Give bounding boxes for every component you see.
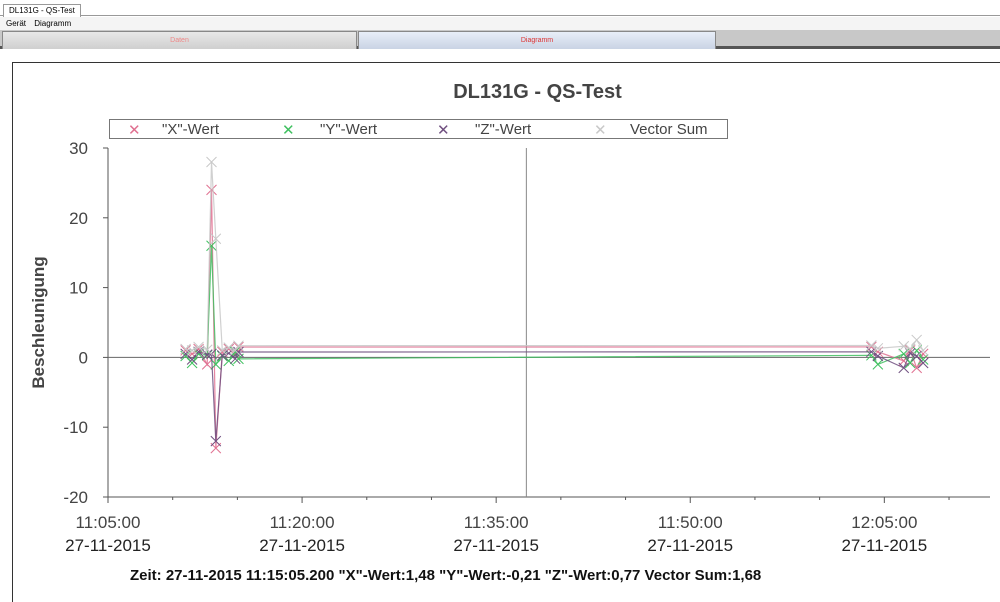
y-tick-label: -20 bbox=[63, 488, 88, 507]
data-point bbox=[193, 341, 204, 353]
data-point bbox=[917, 354, 929, 365]
x-tick-label-time: 11:35:00 bbox=[464, 513, 529, 532]
data-point bbox=[917, 345, 929, 356]
y-tick-label: -10 bbox=[63, 418, 88, 437]
x-tick-label-time: 11:05:00 bbox=[76, 513, 141, 532]
data-point bbox=[229, 345, 241, 356]
data-point bbox=[233, 340, 244, 352]
data-point bbox=[872, 342, 884, 354]
tab-daten[interactable]: Daten bbox=[2, 31, 357, 49]
x-tick-label-date: 27-11-2015 bbox=[65, 536, 151, 555]
x-tick-label-date: 27-11-2015 bbox=[841, 536, 927, 555]
data-point bbox=[186, 345, 198, 356]
data-point bbox=[917, 348, 929, 360]
data-point bbox=[911, 334, 923, 346]
doc-tab[interactable]: DL131G - QS-Test bbox=[3, 4, 81, 17]
data-point bbox=[872, 359, 884, 370]
menu-bar: Gerät Diagramm bbox=[0, 17, 1000, 30]
y-axis-label: Beschleunigung bbox=[29, 256, 48, 388]
data-point bbox=[866, 341, 877, 353]
legend-entry[interactable]: "X"-Wert bbox=[162, 121, 220, 138]
data-point bbox=[201, 349, 213, 360]
tab-diagramm[interactable]: Diagramm bbox=[358, 31, 716, 49]
chart-title: DL131G - QS-Test bbox=[453, 81, 622, 103]
data-point bbox=[223, 342, 235, 353]
data-point bbox=[206, 184, 217, 196]
x-tick-label-date: 27-11-2015 bbox=[647, 536, 733, 555]
data-point bbox=[216, 345, 228, 356]
view-tabs: Daten Diagramm bbox=[0, 30, 1000, 49]
menu-item-diagramm[interactable]: Diagramm bbox=[34, 19, 72, 28]
x-tick-label-time: 11:20:00 bbox=[270, 513, 335, 532]
legend: ✕ "X"-Wert ✕ "Y"-Wert ✕ "Z"-Wert ✕ Vector Sum bbox=[109, 119, 728, 139]
data-point bbox=[911, 362, 923, 374]
data-point bbox=[186, 357, 198, 369]
series-line bbox=[185, 351, 924, 442]
data-point bbox=[904, 343, 916, 355]
legend-entry[interactable]: Vector Sum bbox=[630, 121, 708, 138]
data-point bbox=[223, 347, 235, 359]
y-tick-label: 10 bbox=[69, 279, 88, 298]
data-point bbox=[223, 355, 235, 367]
data-point bbox=[180, 348, 191, 360]
data-point bbox=[210, 233, 222, 245]
menu-item-geraet[interactable]: Gerät bbox=[6, 19, 27, 28]
data-point bbox=[872, 350, 884, 362]
x-tick-label-date: 27-11-2015 bbox=[259, 536, 345, 555]
legend-entry[interactable]: "Z"-Wert bbox=[475, 121, 532, 138]
data-point bbox=[866, 340, 877, 351]
legend-marker: ✕ bbox=[594, 122, 607, 139]
x-tick-label-time: 11:50:00 bbox=[658, 513, 723, 532]
data-point bbox=[917, 357, 929, 369]
legend-marker: ✕ bbox=[128, 122, 141, 139]
data-point bbox=[898, 362, 910, 374]
legend-marker: ✕ bbox=[282, 122, 295, 139]
y-tick-label: 20 bbox=[69, 209, 88, 228]
data-point bbox=[216, 349, 228, 361]
data-point bbox=[186, 354, 198, 365]
legend-entry[interactable]: "Y"-Wert bbox=[320, 121, 378, 138]
data-point bbox=[210, 435, 222, 447]
data-point bbox=[898, 340, 910, 352]
data-point bbox=[229, 353, 241, 365]
data-point bbox=[206, 156, 217, 168]
chart-frame bbox=[12, 62, 1000, 602]
data-point bbox=[201, 359, 213, 370]
y-tick-label: 30 bbox=[69, 139, 88, 158]
data-point bbox=[206, 240, 217, 252]
status-readout: Zeit: 27-11-2015 11:15:05.200 "X"-Wert:1… bbox=[130, 567, 762, 584]
y-tick-label: 0 bbox=[79, 348, 88, 367]
series-line bbox=[185, 161, 924, 352]
document-tabs: DL131G - QS-Test bbox=[0, 4, 1000, 17]
x-tick-label-time: 12:05:00 bbox=[851, 513, 917, 532]
legend-marker: ✕ bbox=[437, 122, 450, 139]
data-point bbox=[201, 344, 213, 356]
data-point bbox=[180, 343, 191, 355]
series-line bbox=[185, 189, 924, 449]
x-tick-label-date: 27-11-2015 bbox=[453, 536, 539, 555]
